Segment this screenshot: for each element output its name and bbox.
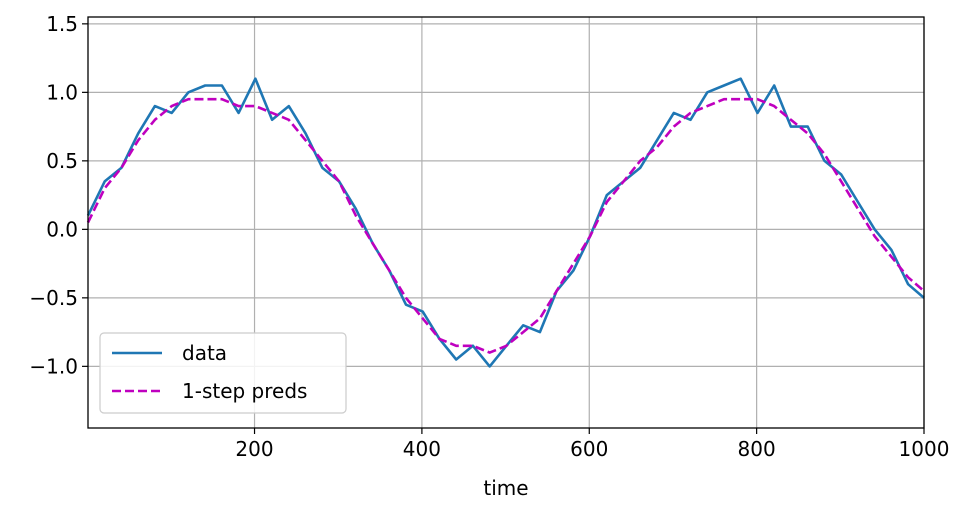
x-tick-label: 1000 bbox=[899, 437, 950, 461]
x-axis-label: time bbox=[483, 476, 528, 500]
x-tick-label: 800 bbox=[738, 437, 776, 461]
y-tick-label: 1.5 bbox=[46, 12, 78, 36]
series-layer bbox=[86, 77, 925, 368]
legend-label: 1-step preds bbox=[182, 379, 307, 403]
axis-ticks: 200 400 600 800 1000 −1.0 −0.5 0.0 0.5 1.0 1.5 bbox=[29, 12, 949, 461]
y-tick-label: 0.0 bbox=[46, 217, 78, 241]
y-tick-label: −0.5 bbox=[29, 286, 78, 310]
legend-label: data bbox=[182, 341, 227, 365]
plot-frame bbox=[87, 16, 925, 429]
series-line-preds bbox=[86, 97, 925, 354]
y-tick-label: −1.0 bbox=[29, 354, 78, 378]
legend: data 1-step preds bbox=[99, 332, 347, 414]
x-tick-label: 400 bbox=[403, 437, 441, 461]
x-tick-label: 200 bbox=[235, 437, 273, 461]
x-tick-label: 600 bbox=[570, 437, 608, 461]
y-tick-label: 1.0 bbox=[46, 80, 78, 104]
series-line-data bbox=[86, 77, 925, 368]
y-tick-label: 0.5 bbox=[46, 149, 78, 173]
